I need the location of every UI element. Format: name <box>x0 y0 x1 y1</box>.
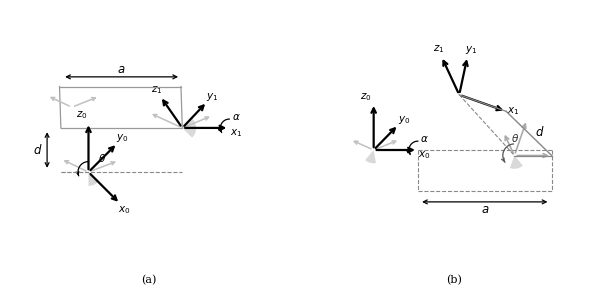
Text: (b): (b) <box>446 274 462 285</box>
Text: $z_0$: $z_0$ <box>76 110 87 122</box>
Text: $z_0$: $z_0$ <box>360 91 371 103</box>
Text: $\alpha$: $\alpha$ <box>232 112 241 122</box>
Polygon shape <box>365 150 376 163</box>
Text: $z_1$: $z_1$ <box>433 44 444 55</box>
Polygon shape <box>510 155 523 169</box>
Text: (a): (a) <box>141 274 157 285</box>
Text: $\theta$: $\theta$ <box>98 152 107 164</box>
Text: $y_0$: $y_0$ <box>116 132 128 144</box>
Text: $x_1$: $x_1$ <box>230 127 242 139</box>
Text: $a$: $a$ <box>118 64 126 76</box>
Text: $x_0$: $x_0$ <box>118 204 130 216</box>
Text: $d$: $d$ <box>535 125 544 139</box>
Text: $y_1$: $y_1$ <box>465 44 478 56</box>
Text: $a$: $a$ <box>481 203 489 216</box>
Text: $z_1$: $z_1$ <box>151 84 163 96</box>
Text: $y_0$: $y_0$ <box>398 114 410 126</box>
Text: $y_1$: $y_1$ <box>206 91 219 103</box>
Text: $x_1$: $x_1$ <box>507 106 519 117</box>
Polygon shape <box>182 118 196 138</box>
Polygon shape <box>88 172 99 186</box>
Text: $x_0$: $x_0$ <box>418 150 430 161</box>
Text: $\alpha$: $\alpha$ <box>420 134 429 144</box>
Text: $d$: $d$ <box>33 143 42 157</box>
Text: $\theta$: $\theta$ <box>511 132 519 144</box>
